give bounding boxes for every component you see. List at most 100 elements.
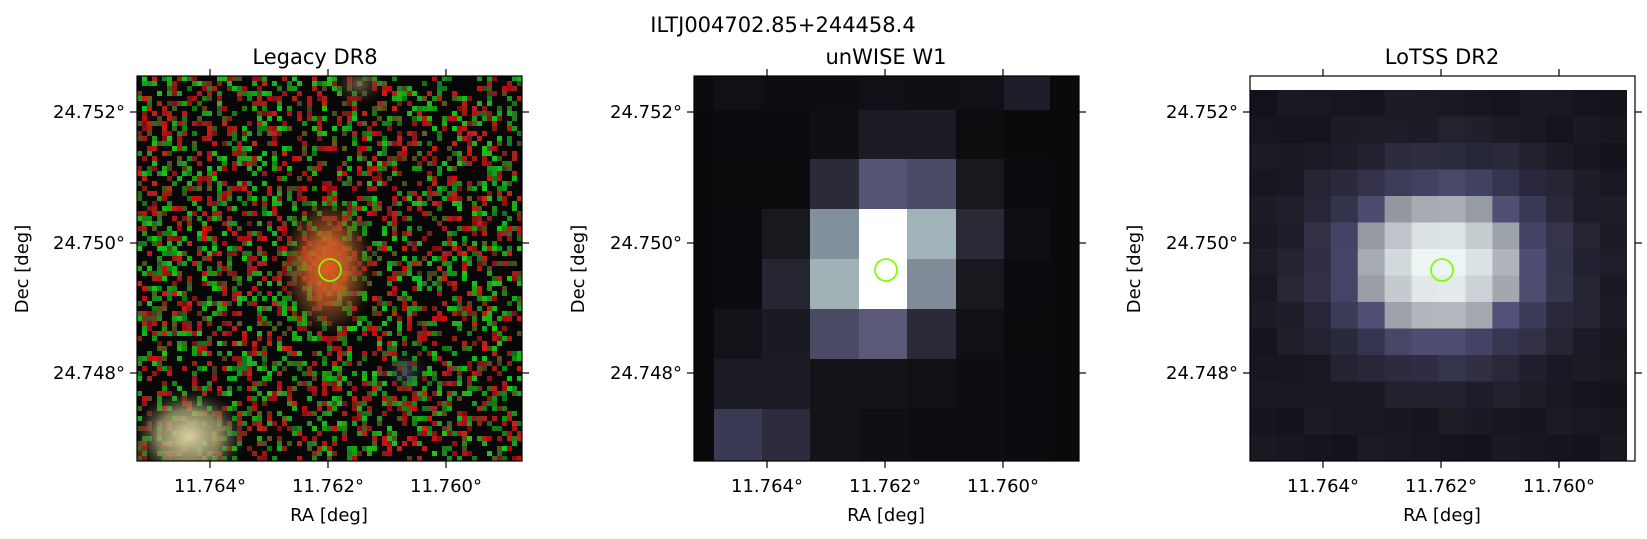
noise-pixel	[142, 136, 147, 141]
noise-pixel	[322, 376, 327, 381]
noise-pixel	[377, 161, 382, 166]
noise-pixel	[487, 271, 492, 276]
noise-pixel	[387, 446, 392, 451]
noise-pixel	[227, 216, 232, 221]
panel-title: unWISE W1	[826, 45, 947, 69]
noise-pixel	[452, 151, 457, 156]
noise-pixel	[472, 131, 477, 136]
noise-pixel	[257, 131, 262, 136]
noise-pixel	[312, 391, 317, 396]
noise-pixel	[367, 396, 372, 401]
noise-pixel	[242, 331, 247, 336]
image-pixel	[762, 209, 810, 259]
noise-pixel	[162, 251, 167, 256]
noise-pixel	[332, 191, 337, 196]
noise-pixel	[412, 396, 417, 401]
noise-pixel	[237, 141, 242, 146]
noise-pixel	[412, 441, 417, 446]
noise-pixel	[467, 261, 472, 266]
image-pixel	[1250, 116, 1278, 144]
noise-pixel	[457, 106, 462, 111]
noise-pixel	[247, 396, 252, 401]
noise-pixel	[427, 171, 432, 176]
image-pixel	[810, 209, 859, 259]
noise-pixel	[337, 116, 342, 121]
noise-pixel	[272, 111, 277, 116]
noise-pixel	[137, 171, 142, 176]
noise-pixel	[147, 326, 152, 331]
image-pixel	[762, 110, 810, 159]
noise-pixel	[292, 386, 297, 391]
noise-pixel	[382, 91, 387, 96]
noise-pixel	[437, 266, 442, 271]
noise-pixel	[197, 251, 202, 256]
noise-pixel	[377, 206, 382, 211]
noise-pixel	[457, 251, 462, 256]
noise-pixel	[152, 226, 157, 231]
noise-pixel	[462, 441, 467, 446]
noise-pixel	[247, 291, 252, 296]
image-pixel	[1411, 222, 1439, 250]
noise-pixel	[342, 431, 347, 436]
noise-pixel	[212, 246, 217, 251]
noise-pixel	[432, 191, 437, 196]
noise-pixel	[422, 326, 427, 331]
image-pixel	[1492, 90, 1520, 117]
noise-pixel	[322, 361, 327, 366]
noise-pixel	[387, 341, 392, 346]
noise-pixel	[467, 246, 472, 251]
noise-pixel	[227, 131, 232, 136]
noise-pixel	[387, 276, 392, 281]
image-pixel	[1330, 169, 1359, 197]
noise-pixel	[257, 86, 262, 91]
noise-pixel	[187, 241, 192, 246]
noise-pixel	[357, 361, 362, 366]
noise-pixel	[367, 221, 372, 226]
noise-pixel	[162, 386, 167, 391]
noise-pixel	[307, 411, 312, 416]
noise-pixel	[262, 106, 267, 111]
noise-pixel	[337, 351, 342, 356]
x-tick-label: 11.764°	[731, 476, 803, 497]
noise-pixel	[157, 311, 162, 316]
noise-pixel	[342, 411, 347, 416]
noise-pixel	[197, 161, 202, 166]
noise-pixel	[462, 346, 467, 351]
noise-pixel	[462, 251, 467, 256]
noise-pixel	[512, 176, 517, 181]
noise-pixel	[462, 121, 467, 126]
noise-pixel	[482, 416, 487, 421]
noise-pixel	[397, 446, 402, 451]
noise-pixel	[342, 376, 347, 381]
noise-pixel	[157, 236, 162, 241]
noise-pixel	[407, 191, 412, 196]
noise-pixel	[257, 281, 262, 286]
noise-pixel	[417, 321, 422, 326]
noise-pixel	[327, 426, 332, 431]
noise-pixel	[247, 146, 252, 151]
noise-pixel	[442, 126, 447, 131]
noise-pixel	[462, 236, 467, 241]
noise-pixel	[267, 416, 272, 421]
noise-pixel	[512, 421, 517, 426]
noise-pixel	[247, 241, 252, 246]
axis-ticks	[130, 69, 529, 468]
noise-pixel	[247, 446, 252, 451]
noise-pixel	[492, 351, 497, 356]
noise-pixel	[502, 151, 507, 156]
noise-pixel	[167, 176, 172, 181]
noise-pixel	[257, 271, 262, 276]
noise-pixel	[482, 156, 487, 161]
noise-pixel	[277, 391, 282, 396]
noise-pixel	[417, 111, 422, 116]
noise-pixel	[147, 151, 152, 156]
noise-pixel	[492, 276, 497, 281]
noise-pixel	[507, 311, 512, 316]
noise-pixel	[517, 131, 522, 136]
noise-pixel	[457, 151, 462, 156]
noise-pixel	[502, 181, 507, 186]
noise-pixel	[497, 246, 502, 251]
noise-pixel	[187, 301, 192, 306]
noise-pixel	[277, 341, 282, 346]
noise-pixel	[217, 211, 222, 216]
